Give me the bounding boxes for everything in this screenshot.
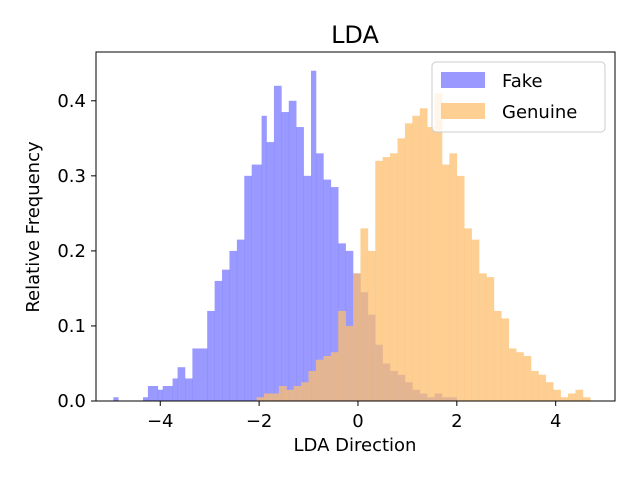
bar-genuine-7 bbox=[308, 370, 317, 401]
bar-genuine-28 bbox=[464, 228, 472, 401]
bar-fake-3 bbox=[157, 389, 164, 401]
bar-fake-8 bbox=[192, 348, 208, 401]
bar-genuine-3 bbox=[278, 385, 287, 401]
bar-genuine-36 bbox=[523, 355, 532, 401]
bar-genuine-0 bbox=[256, 397, 265, 401]
bar-genuine-40 bbox=[553, 389, 561, 401]
y-tick-label: 0.4 bbox=[57, 91, 86, 112]
legend-swatch-genuine bbox=[441, 103, 485, 119]
bar-fake-6 bbox=[177, 367, 186, 401]
bar-genuine-34 bbox=[508, 348, 517, 401]
bar-genuine-33 bbox=[501, 318, 510, 401]
bar-genuine-35 bbox=[516, 352, 524, 401]
bar-fake-10 bbox=[214, 280, 223, 401]
bar-fake-19 bbox=[281, 112, 290, 401]
bar-genuine-4 bbox=[286, 389, 295, 401]
bar-genuine-22 bbox=[419, 108, 428, 401]
bar-fake-28 bbox=[345, 250, 354, 401]
bar-genuine-26 bbox=[449, 153, 458, 401]
bar-fake-26 bbox=[330, 187, 339, 401]
bar-fake-1 bbox=[142, 397, 149, 401]
legend-swatch-fake bbox=[441, 72, 485, 88]
x-tick-label: 2 bbox=[451, 411, 462, 432]
bar-fake-22 bbox=[303, 175, 312, 401]
bar-genuine-6 bbox=[301, 382, 309, 401]
bar-fake-18 bbox=[273, 85, 282, 402]
x-axis-label: LDA Direction bbox=[294, 435, 417, 456]
bar-fake-16 bbox=[261, 115, 267, 402]
bar-genuine-23 bbox=[427, 127, 435, 402]
legend: Fake Genuine bbox=[431, 61, 606, 133]
bar-genuine-27 bbox=[456, 175, 465, 401]
bar-genuine-14 bbox=[360, 228, 369, 401]
bar-genuine-10 bbox=[330, 352, 339, 401]
bar-genuine-39 bbox=[545, 382, 554, 401]
y-tick-label: 0.0 bbox=[57, 391, 86, 412]
legend-label-genuine: Genuine bbox=[502, 102, 577, 123]
bar-fake-7 bbox=[184, 378, 193, 401]
bar-genuine-25 bbox=[442, 164, 450, 401]
bar-fake-17 bbox=[266, 142, 275, 401]
x-tick-label: 0 bbox=[352, 411, 363, 432]
x-tick-label: 4 bbox=[550, 411, 561, 432]
bar-fake-15 bbox=[251, 164, 262, 401]
bar-fake-4 bbox=[162, 385, 173, 401]
y-axis-ticks: 0.0 0.1 0.2 0.3 0.4 bbox=[57, 91, 96, 412]
bars-layer bbox=[113, 70, 591, 402]
series-genuine bbox=[256, 93, 591, 402]
bar-genuine-24 bbox=[434, 93, 443, 401]
legend-label-fake: Fake bbox=[502, 71, 543, 92]
bar-genuine-15 bbox=[367, 250, 376, 401]
bar-fake-20 bbox=[288, 100, 297, 401]
y-axis-label: Relative Frequency bbox=[23, 141, 44, 313]
y-tick-label: 0.1 bbox=[57, 316, 86, 337]
bar-fake-0 bbox=[113, 397, 119, 401]
bar-fake-11 bbox=[222, 269, 230, 401]
bar-fake-13 bbox=[236, 239, 245, 401]
chart-title: LDA bbox=[331, 21, 379, 49]
bar-genuine-30 bbox=[479, 273, 487, 401]
bar-genuine-8 bbox=[315, 359, 324, 401]
bar-genuine-21 bbox=[412, 115, 421, 402]
bar-fake-12 bbox=[229, 250, 238, 401]
x-axis-ticks: −4 −2 0 2 4 bbox=[147, 401, 561, 432]
bar-fake-23 bbox=[311, 70, 317, 401]
bar-genuine-19 bbox=[397, 138, 406, 401]
bar-genuine-42 bbox=[568, 393, 576, 401]
bar-fake-21 bbox=[296, 127, 304, 402]
y-tick-label: 0.3 bbox=[57, 166, 86, 187]
plot-area: −4 −2 0 2 4 0.0 0.1 0.2 0.3 0.4 bbox=[57, 51, 616, 432]
bar-genuine-31 bbox=[486, 277, 495, 401]
bar-genuine-1 bbox=[264, 393, 272, 401]
bar-fake-5 bbox=[172, 378, 178, 401]
bar-genuine-29 bbox=[471, 239, 480, 401]
bar-genuine-9 bbox=[323, 355, 332, 401]
bar-genuine-13 bbox=[353, 273, 361, 401]
axes-frame bbox=[95, 51, 616, 402]
bar-genuine-38 bbox=[538, 374, 547, 401]
bar-fake-2 bbox=[147, 385, 159, 401]
bar-fake-25 bbox=[323, 179, 332, 401]
x-tick-label: −4 bbox=[147, 411, 174, 432]
bar-genuine-20 bbox=[404, 123, 413, 402]
bar-genuine-43 bbox=[575, 389, 584, 401]
bar-fake-24 bbox=[315, 153, 324, 401]
bar-genuine-18 bbox=[390, 153, 398, 401]
x-tick-label: −2 bbox=[246, 411, 273, 432]
bar-genuine-44 bbox=[582, 397, 591, 401]
bar-genuine-12 bbox=[345, 325, 354, 401]
bar-genuine-16 bbox=[375, 160, 383, 401]
bar-genuine-41 bbox=[560, 397, 569, 401]
y-tick-label: 0.2 bbox=[57, 241, 86, 262]
bar-fake-9 bbox=[207, 310, 215, 401]
bar-genuine-32 bbox=[493, 310, 502, 401]
bar-genuine-37 bbox=[530, 370, 539, 401]
bar-genuine-2 bbox=[271, 393, 280, 401]
bar-genuine-5 bbox=[293, 385, 302, 401]
bar-genuine-17 bbox=[382, 157, 391, 401]
bar-fake-14 bbox=[244, 175, 252, 401]
bar-genuine-11 bbox=[338, 310, 346, 401]
